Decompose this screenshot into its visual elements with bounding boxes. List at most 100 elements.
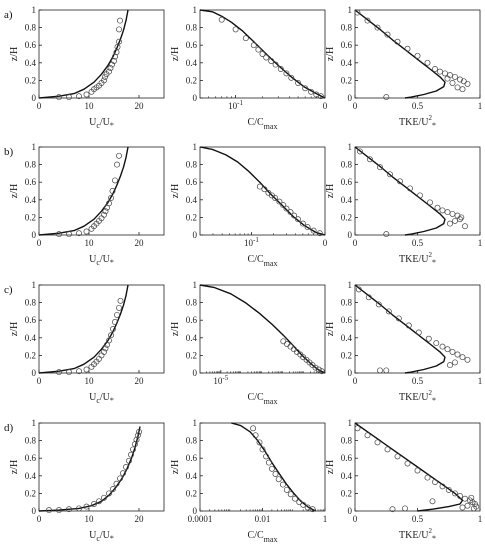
- axes-box: [38, 284, 165, 374]
- measured-point: [389, 506, 396, 513]
- measured-point: [414, 467, 421, 474]
- measured-point: [354, 9, 361, 16]
- measured-point: [308, 88, 315, 95]
- x-axis-label: TKE/U2*: [399, 389, 436, 405]
- y-tick-label: 0.4: [25, 58, 37, 68]
- measured-point: [364, 17, 371, 24]
- axes-box: [199, 9, 326, 99]
- y-tick-label: 0.6: [186, 315, 198, 325]
- x-tick-label: 0: [323, 238, 328, 248]
- measured-point: [110, 326, 116, 332]
- y-tick-label: 0: [193, 93, 198, 103]
- measured-point: [117, 475, 123, 482]
- y-tick-label: 0.2: [186, 212, 197, 222]
- model-line: [199, 9, 326, 99]
- panel-1-1: 0 0.2 0.4 0.6 0.8 1 10-1 0 z/H C/Cmax: [170, 142, 328, 268]
- measured-point: [318, 368, 325, 375]
- x-tick-label: 0: [37, 376, 42, 386]
- y-tick-label: 0.6: [341, 177, 353, 187]
- measured-point: [299, 220, 306, 227]
- y-tick-label: 0.4: [341, 58, 353, 68]
- x-tick-label: 0: [37, 238, 42, 248]
- measured-point: [272, 195, 279, 201]
- measured-point: [102, 208, 109, 215]
- model-line: [354, 146, 446, 236]
- x-tick-label: 0.5: [412, 101, 424, 111]
- y-axis-label: z/H: [9, 322, 20, 336]
- model-line: [354, 284, 446, 374]
- x-tick-label: 10: [85, 514, 95, 524]
- y-tick-label: 0: [348, 230, 353, 240]
- measured-point: [449, 348, 456, 355]
- measured-point: [272, 61, 279, 68]
- y-tick-label: 0.2: [186, 350, 197, 360]
- measured-point: [454, 84, 461, 91]
- y-tick-label: 1: [32, 418, 37, 428]
- x-axis-label: C/Cmax: [248, 254, 278, 268]
- measured-point: [101, 211, 107, 218]
- y-tick-label: 1: [193, 280, 198, 290]
- measured-point: [447, 72, 453, 79]
- x-axis-label: Uc/U*: [89, 392, 114, 405]
- measured-point: [101, 77, 107, 84]
- measured-point: [432, 479, 438, 485]
- measured-point: [385, 308, 392, 315]
- model-line: [354, 422, 464, 512]
- y-tick-label: 0.2: [186, 488, 197, 498]
- measured-point: [317, 93, 324, 100]
- measured-point: [232, 26, 239, 33]
- measured-point: [439, 483, 446, 490]
- measured-point: [468, 494, 475, 501]
- measured-point: [76, 230, 82, 237]
- measured-point: [315, 366, 322, 373]
- measured-point: [445, 486, 452, 493]
- x-tick-label: 0.5: [412, 376, 424, 386]
- y-tick-label: 0.4: [341, 471, 353, 481]
- measured-point: [433, 340, 440, 347]
- y-tick-label: 0.2: [341, 488, 352, 498]
- x-axis-label: Uc/U*: [89, 254, 114, 267]
- measured-point: [255, 46, 262, 53]
- measured-point: [106, 490, 112, 497]
- measured-point: [473, 503, 480, 510]
- y-tick-label: 0.8: [186, 298, 198, 308]
- measured-point: [109, 188, 116, 194]
- x-axis-label: TKE/U2*: [399, 114, 436, 130]
- measured-point: [261, 186, 268, 193]
- measured-point: [367, 156, 373, 163]
- measured-point: [457, 76, 463, 83]
- measured-point: [66, 94, 72, 101]
- measured-point: [250, 42, 257, 49]
- x-tick-label: 20: [135, 376, 145, 386]
- x-axis-label: C/Cmax: [248, 392, 278, 406]
- axes-box: [199, 146, 326, 236]
- measured-point: [76, 368, 82, 375]
- y-tick-label: 0: [348, 506, 353, 516]
- measured-point: [283, 486, 290, 493]
- measured-point: [462, 223, 468, 230]
- y-tick-label: 0.2: [341, 212, 352, 222]
- axes-box: [199, 284, 326, 374]
- measured-point: [442, 70, 448, 77]
- measured-point: [283, 70, 290, 77]
- y-tick-label: 0.6: [186, 453, 198, 463]
- measured-point: [374, 24, 381, 31]
- measured-point: [309, 506, 316, 513]
- x-tick-label: 10: [85, 101, 95, 111]
- measured-point: [458, 214, 465, 221]
- x-tick-label: 0: [37, 514, 42, 524]
- measured-point: [276, 198, 283, 205]
- x-tick-label: 1: [478, 101, 483, 111]
- y-tick-label: 0.4: [25, 333, 37, 343]
- y-tick-label: 0.8: [341, 436, 353, 446]
- y-tick-label: 0.2: [25, 75, 36, 85]
- y-tick-label: 0.8: [25, 160, 37, 170]
- measured-point: [111, 58, 117, 64]
- y-tick-label: 0.4: [341, 195, 353, 205]
- model-line: [199, 284, 326, 374]
- measured-point: [120, 470, 126, 477]
- x-tick-label: 10-5: [213, 374, 228, 386]
- measured-point: [83, 228, 90, 235]
- measured-point: [126, 457, 132, 464]
- measured-point: [452, 217, 458, 224]
